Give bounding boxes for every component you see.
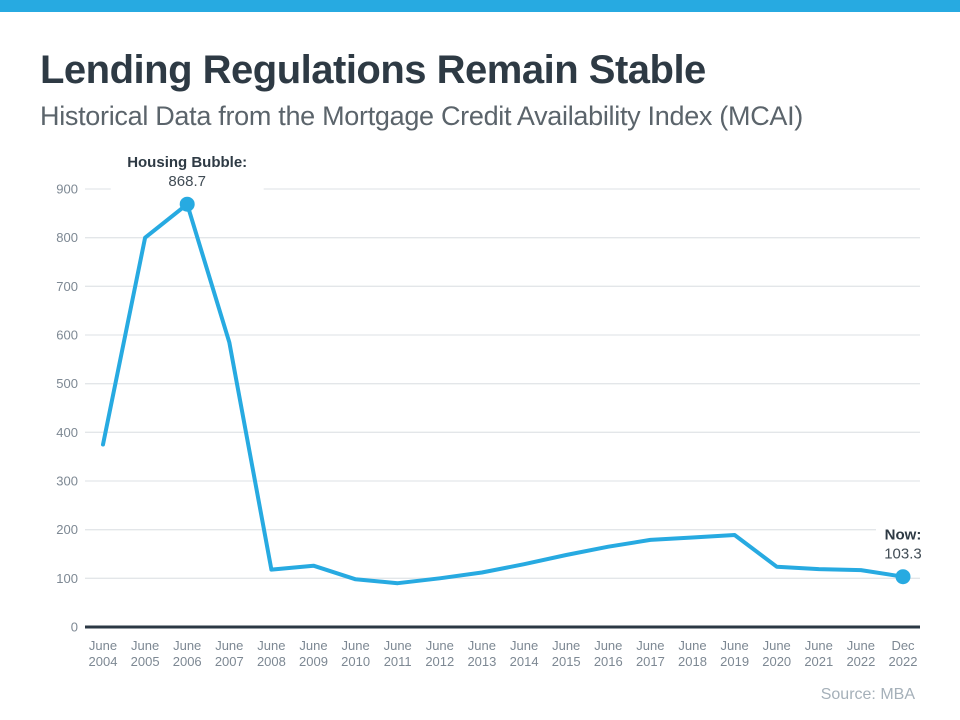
- x-tick-label: June 2022: [846, 638, 875, 669]
- x-tick-label: June 2020: [762, 638, 791, 669]
- data-point-marker: [179, 196, 195, 212]
- y-tick-label: 200: [56, 522, 78, 537]
- mcai-data-line: [101, 202, 905, 586]
- x-tick-label: June 2013: [467, 638, 496, 669]
- x-tick-label: June 2009: [299, 638, 328, 669]
- x-tick-label: June 2004: [89, 638, 118, 669]
- y-tick-label: 300: [56, 474, 78, 489]
- y-tick-label: 900: [56, 182, 78, 197]
- x-tick-label: June 2014: [510, 638, 539, 669]
- x-tick-label: June 2017: [636, 638, 665, 669]
- annotation-backing: [110, 148, 264, 195]
- x-tick-label: Dec 2022: [889, 638, 918, 669]
- x-tick-label: June 2008: [257, 638, 286, 669]
- annotation-value: 103.3: [884, 546, 922, 563]
- y-tick-label: 400: [56, 425, 78, 440]
- y-tick-label: 500: [56, 376, 78, 391]
- annotation-value: 868.7: [168, 173, 206, 190]
- top-accent-bar: [0, 0, 960, 12]
- x-tick-label: June 2011: [384, 638, 412, 669]
- x-tick-label: June 2019: [720, 638, 749, 669]
- annotation-backing: [876, 520, 930, 567]
- x-tick-label: June 2021: [804, 638, 833, 669]
- x-tick-label: June 2015: [552, 638, 581, 669]
- annotation-label: Now:: [885, 527, 922, 544]
- y-tick-label: 0: [71, 620, 78, 635]
- data-point-marker: [895, 569, 911, 585]
- y-tick-label: 100: [56, 571, 78, 586]
- page-title: Lending Regulations Remain Stable: [40, 48, 706, 92]
- x-tick-label: June 2016: [594, 638, 623, 669]
- x-tick-label: June 2012: [425, 638, 454, 669]
- annotation-label: Housing Bubble:: [127, 154, 247, 171]
- x-tick-label: June 2018: [678, 638, 707, 669]
- y-tick-label: 800: [56, 230, 78, 245]
- source-attribution: Source: MBA: [820, 686, 915, 703]
- x-tick-label: June 2007: [215, 638, 244, 669]
- y-tick-label: 600: [56, 328, 78, 343]
- page-subtitle: Historical Data from the Mortgage Credit…: [40, 101, 803, 131]
- x-tick-label: June 2005: [131, 638, 160, 669]
- x-tick-label: June 2010: [341, 638, 370, 669]
- y-tick-label: 700: [56, 279, 78, 294]
- x-tick-label: June 2006: [173, 638, 202, 669]
